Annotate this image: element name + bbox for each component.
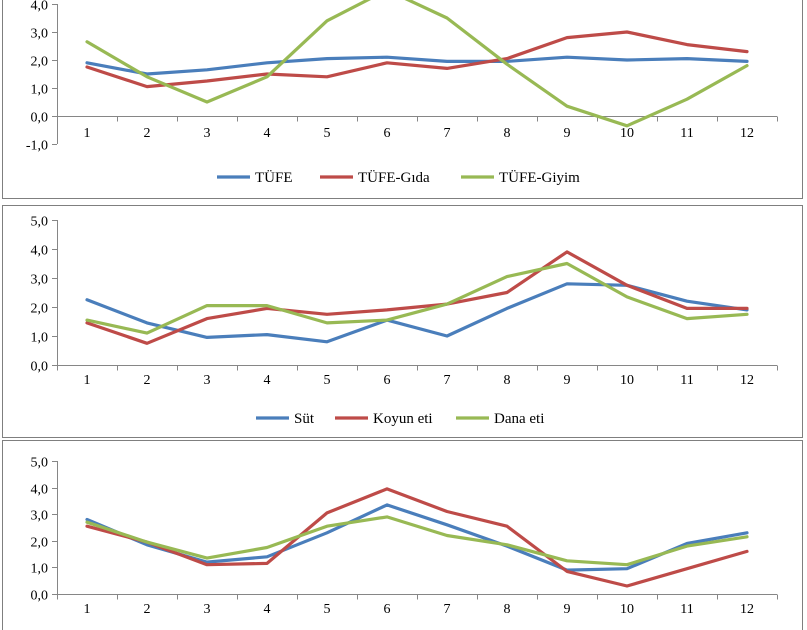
x-tick-label: 4 — [264, 126, 271, 141]
x-tick-label: 11 — [680, 602, 693, 617]
x-tick-label: 3 — [204, 126, 211, 141]
series-line-2 — [85, 250, 749, 345]
x-tick-label: 4 — [264, 602, 271, 617]
y-tick-label: 4,0 — [31, 0, 49, 14]
x-tick-label: 2 — [144, 126, 151, 141]
legend-label: TÜFE — [255, 169, 293, 186]
series-line-1 — [85, 503, 749, 572]
x-tick-label: 6 — [384, 602, 391, 617]
y-tick-label: 0,0 — [31, 360, 49, 375]
chart-frame — [2, 440, 803, 630]
chart-frame — [2, 205, 803, 438]
y-tick-label: 5,0 — [31, 456, 49, 471]
y-tick-label: 0,0 — [31, 111, 49, 126]
x-tick-label: 10 — [620, 373, 634, 388]
x-tick-label: 9 — [564, 373, 571, 388]
series-line-2 — [85, 487, 749, 588]
legend-label: Süt — [294, 411, 315, 427]
x-tick-label: 8 — [504, 373, 511, 388]
x-tick-label: 5 — [324, 373, 331, 388]
x-tick-label: 6 — [384, 373, 391, 388]
x-tick-label: 7 — [444, 373, 451, 388]
legend-label: TÜFE-Gıda — [358, 169, 430, 186]
x-tick-label: 11 — [680, 373, 693, 388]
chart-panel-3: 0,01,02,03,04,05,01 2 3 4 5 6 7 8 9 10 11 12 — [2, 440, 803, 630]
y-tick-label: 1,0 — [31, 562, 49, 577]
chart-frame — [2, 0, 803, 199]
legend-label: Koyun eti — [373, 411, 433, 427]
x-tick-label: 1 — [84, 602, 91, 617]
x-tick-label: 11 — [680, 126, 693, 141]
x-tick-label: 12 — [740, 602, 754, 617]
y-tick-label: 2,0 — [31, 302, 49, 317]
y-tick-label: 0,0 — [31, 589, 49, 604]
x-tick-label: 7 — [444, 602, 451, 617]
x-tick-label: 12 — [740, 373, 754, 388]
y-tick-label: -1,0 — [26, 139, 48, 154]
series-line-3 — [85, 0, 749, 128]
y-tick-label: 1,0 — [31, 331, 49, 346]
x-tick-label: 3 — [204, 602, 211, 617]
legend-label: Dana eti — [494, 411, 544, 427]
y-tick-label: 4,0 — [31, 244, 49, 259]
y-tick-label: 3,0 — [31, 273, 49, 288]
series-line-1 — [85, 55, 749, 76]
y-tick-label: 2,0 — [31, 536, 49, 551]
x-tick-label: 4 — [264, 373, 271, 388]
x-tick-label: 6 — [384, 126, 391, 141]
x-tick-label: 9 — [564, 602, 571, 617]
x-tick-label: 9 — [564, 126, 571, 141]
x-tick-label: 10 — [620, 126, 634, 141]
legend-label: TÜFE-Giyim — [499, 169, 580, 186]
series-line-3 — [85, 261, 749, 335]
x-tick-label: 8 — [504, 126, 511, 141]
y-tick-label: 3,0 — [31, 27, 49, 42]
x-tick-label: 2 — [144, 373, 151, 388]
x-tick-label: 1 — [84, 126, 91, 141]
x-tick-label: 3 — [204, 373, 211, 388]
x-tick-label: 2 — [144, 602, 151, 617]
y-tick-label: 3,0 — [31, 509, 49, 524]
series-line-3 — [85, 515, 749, 567]
y-tick-label: 2,0 — [31, 55, 49, 70]
x-tick-label: 12 — [740, 126, 754, 141]
x-tick-label: 5 — [324, 126, 331, 141]
x-tick-label: 8 — [504, 602, 511, 617]
x-tick-label: 10 — [620, 602, 634, 617]
y-tick-label: 1,0 — [31, 83, 49, 98]
y-tick-label: 5,0 — [31, 215, 49, 230]
x-tick-label: 7 — [444, 126, 451, 141]
series-line-2 — [85, 30, 749, 89]
x-tick-label: 1 — [84, 373, 91, 388]
x-tick-label: 5 — [324, 602, 331, 617]
y-tick-label: 4,0 — [31, 483, 49, 498]
